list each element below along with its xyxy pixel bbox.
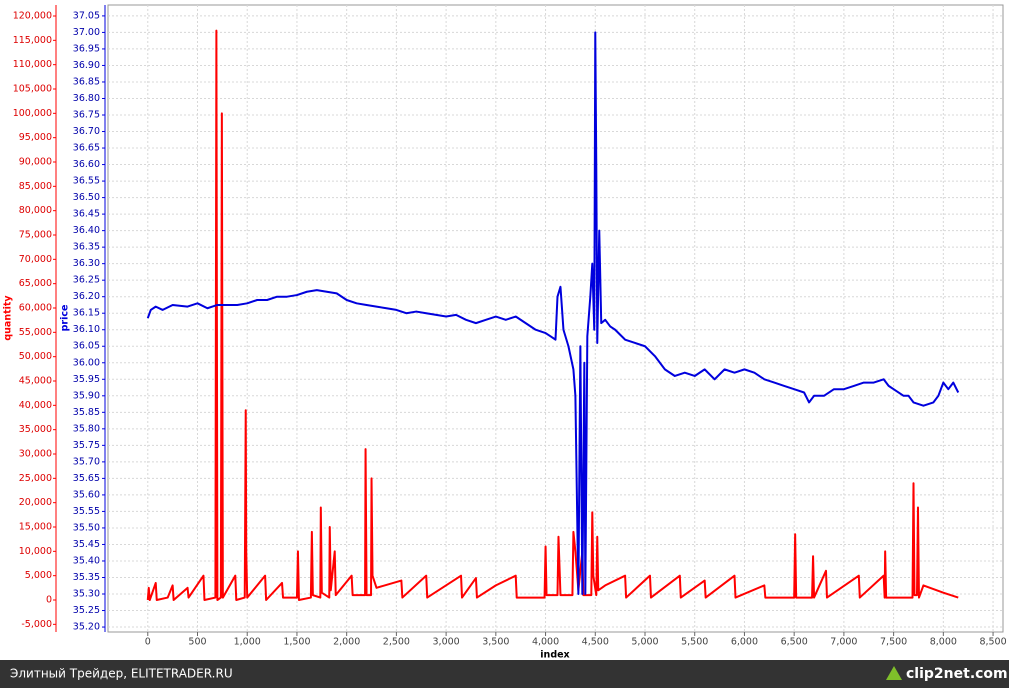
x-tick-label: 6,000 bbox=[731, 637, 758, 648]
y2-tick-label: 36.00 bbox=[73, 357, 100, 368]
logo-icon bbox=[886, 666, 902, 680]
y-tick-label: 20,000 bbox=[19, 497, 52, 508]
y2-tick-label: 36.70 bbox=[73, 126, 100, 137]
y2-tick-label: 36.65 bbox=[73, 143, 100, 154]
y2-tick-label: 36.20 bbox=[73, 291, 100, 302]
y2-tick-label: 35.80 bbox=[73, 423, 100, 434]
y-tick-label: 40,000 bbox=[19, 400, 52, 411]
x-tick-label: 7,500 bbox=[880, 637, 907, 648]
y-axis-title: quantity bbox=[3, 295, 14, 341]
y-tick-label: 65,000 bbox=[19, 278, 52, 289]
y-tick-label: 90,000 bbox=[19, 156, 52, 167]
y2-tick-label: 36.05 bbox=[73, 341, 100, 352]
y-tick-label: 80,000 bbox=[19, 205, 52, 216]
x-tick-label: 7,000 bbox=[830, 637, 857, 648]
y2-tick-label: 37.05 bbox=[73, 10, 100, 21]
y2-tick-label: 35.85 bbox=[73, 407, 100, 418]
x-tick-label: 5,500 bbox=[681, 637, 708, 648]
y-tick-label: 5,000 bbox=[25, 570, 52, 581]
y-tick-label: 60,000 bbox=[19, 303, 52, 314]
y2-tick-label: 36.40 bbox=[73, 225, 100, 236]
y2-tick-label: 36.30 bbox=[73, 258, 100, 269]
y2-tick-label: 36.60 bbox=[73, 159, 100, 170]
x-tick-label: 500 bbox=[188, 637, 206, 648]
x-tick-label: 0 bbox=[145, 637, 151, 648]
y2-tick-label: 35.45 bbox=[73, 539, 100, 550]
series-line bbox=[146, 29, 959, 601]
y-tick-label: -5,000 bbox=[21, 619, 52, 630]
y-tick-label: 55,000 bbox=[19, 327, 52, 338]
y2-tick-label: 35.50 bbox=[73, 522, 100, 533]
y-tick-label: 75,000 bbox=[19, 229, 52, 240]
y-tick-label: 10,000 bbox=[19, 546, 52, 557]
y2-tick-label: 35.60 bbox=[73, 489, 100, 500]
x-axis-title: index bbox=[540, 650, 569, 661]
x-tick-label: 3,500 bbox=[482, 637, 509, 648]
y-tick-label: 95,000 bbox=[19, 132, 52, 143]
series-line bbox=[146, 31, 960, 596]
y2-tick-label: 36.80 bbox=[73, 93, 100, 104]
y2-tick-label: 36.95 bbox=[73, 43, 100, 54]
y2-tick-label: 35.90 bbox=[73, 390, 100, 401]
y2-tick-label: 36.85 bbox=[73, 76, 100, 87]
y-tick-label: 45,000 bbox=[19, 376, 52, 387]
x-tick-label: 2,500 bbox=[383, 637, 410, 648]
footer-bar bbox=[0, 660, 1009, 688]
footer-text: Элитный Трейдер, ELITETRADER.RU bbox=[10, 667, 233, 681]
y2-tick-label: 36.15 bbox=[73, 308, 100, 319]
y-tick-label: 120,000 bbox=[13, 10, 52, 21]
y2-tick-label: 37.00 bbox=[73, 27, 100, 38]
x-tick-label: 8,000 bbox=[930, 637, 957, 648]
y2-tick-label: 36.55 bbox=[73, 176, 100, 187]
y2-tick-label: 35.70 bbox=[73, 456, 100, 467]
y-tick-label: 105,000 bbox=[13, 83, 52, 94]
y2-tick-label: 35.95 bbox=[73, 374, 100, 385]
y2-tick-label: 36.75 bbox=[73, 110, 100, 121]
y2-tick-label: 36.10 bbox=[73, 324, 100, 335]
y2-tick-label: 36.45 bbox=[73, 209, 100, 220]
footer-logo[interactable]: clip2net.com bbox=[906, 666, 1008, 682]
y2-tick-label: 35.35 bbox=[73, 572, 100, 583]
y-tick-label: 110,000 bbox=[13, 59, 52, 70]
y2-tick-label: 36.90 bbox=[73, 60, 100, 71]
y2-tick-label: 35.20 bbox=[73, 622, 100, 633]
y2-tick-label: 35.55 bbox=[73, 506, 100, 517]
x-tick-label: 3,000 bbox=[433, 637, 460, 648]
x-tick-label: 5,000 bbox=[631, 637, 658, 648]
y-tick-label: 85,000 bbox=[19, 181, 52, 192]
x-tick-label: 1,000 bbox=[234, 637, 261, 648]
y2-tick-label: 35.30 bbox=[73, 589, 100, 600]
y-tick-label: 100,000 bbox=[13, 108, 52, 119]
y2-tick-label: 35.65 bbox=[73, 473, 100, 484]
y-tick-label: 30,000 bbox=[19, 449, 52, 460]
y2-tick-label: 36.25 bbox=[73, 275, 100, 286]
y-tick-label: 115,000 bbox=[13, 35, 52, 46]
y2-tick-label: 35.75 bbox=[73, 440, 100, 451]
y-tick-label: 70,000 bbox=[19, 254, 52, 265]
y-tick-label: 0 bbox=[46, 595, 52, 606]
x-tick-label: 2,000 bbox=[333, 637, 360, 648]
y-tick-label: 25,000 bbox=[19, 473, 52, 484]
y2-tick-label: 36.35 bbox=[73, 242, 100, 253]
y2-tick-label: 35.40 bbox=[73, 555, 100, 566]
y2-tick-label: 36.50 bbox=[73, 192, 100, 203]
y-tick-label: 15,000 bbox=[19, 522, 52, 533]
x-tick-label: 1,500 bbox=[283, 637, 310, 648]
y-tick-label: 50,000 bbox=[19, 351, 52, 362]
y-tick-label: 35,000 bbox=[19, 424, 52, 435]
x-tick-label: 6,500 bbox=[781, 637, 808, 648]
x-tick-label: 8,500 bbox=[979, 637, 1006, 648]
y2-axis-title: price bbox=[60, 305, 71, 332]
x-tick-label: 4,500 bbox=[582, 637, 609, 648]
y2-tick-label: 35.25 bbox=[73, 605, 100, 616]
x-tick-label: 4,000 bbox=[532, 637, 559, 648]
